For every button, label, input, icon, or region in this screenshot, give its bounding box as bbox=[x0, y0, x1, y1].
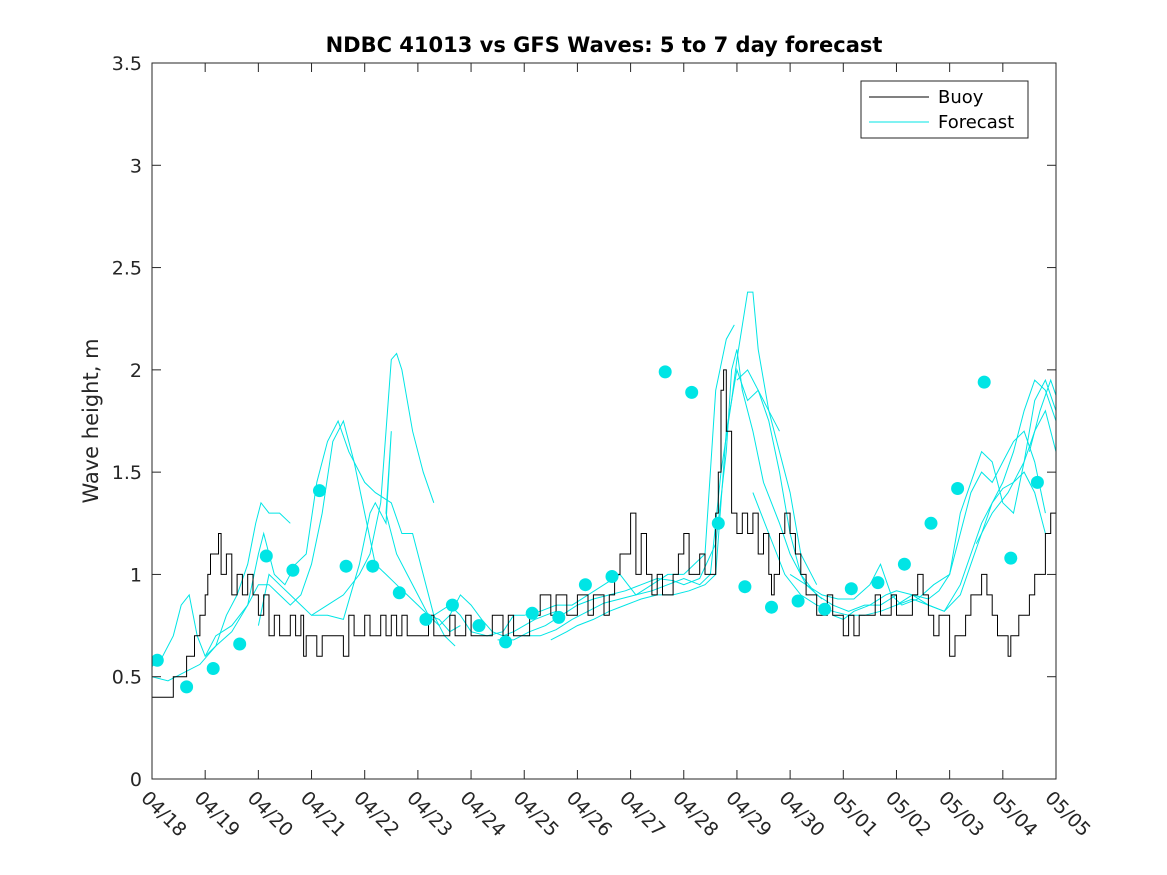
legend-label-buoy: Buoy bbox=[938, 87, 984, 108]
forecast-marker-3 bbox=[233, 637, 247, 651]
y-axis-label: Wave height, m bbox=[79, 338, 103, 503]
forecast-marker-31 bbox=[1004, 551, 1018, 565]
forecast-line-5 bbox=[433, 573, 684, 637]
forecast-line-13 bbox=[832, 378, 1056, 620]
y-tick-label-4: 2 bbox=[130, 360, 142, 382]
forecast-marker-23 bbox=[791, 594, 805, 608]
forecast-marker-32 bbox=[1030, 475, 1044, 489]
forecast-marker-12 bbox=[472, 619, 486, 633]
forecast-line-15 bbox=[975, 409, 1056, 544]
forecast-line-1 bbox=[152, 419, 456, 682]
forecast-marker-5 bbox=[286, 563, 300, 577]
y-tick-label-1: 0.5 bbox=[112, 667, 142, 689]
forecast-marker-18 bbox=[658, 365, 672, 379]
forecast-marker-16 bbox=[578, 578, 592, 592]
forecast-marker-1 bbox=[180, 680, 194, 694]
chart-title: NDBC 41013 vs GFS Waves: 5 to 7 day fore… bbox=[326, 33, 883, 57]
forecast-marker-26 bbox=[871, 576, 885, 590]
forecast-line-7 bbox=[524, 291, 818, 637]
forecast-line-2 bbox=[204, 419, 461, 657]
forecast-line-0 bbox=[152, 501, 291, 667]
forecast-marker-13 bbox=[499, 635, 513, 649]
forecast-marker-20 bbox=[711, 516, 725, 530]
forecast-marker-10 bbox=[419, 612, 433, 626]
forecast-marker-30 bbox=[977, 375, 991, 389]
forecast-marker-0 bbox=[152, 653, 164, 667]
plot-content bbox=[152, 291, 1056, 698]
buoy-series-line bbox=[152, 369, 1056, 698]
forecast-marker-6 bbox=[313, 484, 326, 498]
forecast-marker-2 bbox=[206, 662, 220, 675]
forecast-line-14 bbox=[896, 379, 1056, 612]
legend-label-forecast: Forecast bbox=[938, 112, 1014, 133]
y-tick-label-7: 3.5 bbox=[112, 53, 142, 75]
forecast-line-10 bbox=[736, 369, 780, 432]
y-tick-label-6: 3 bbox=[130, 155, 142, 177]
forecast-marker-14 bbox=[525, 606, 539, 620]
forecast-marker-28 bbox=[924, 516, 938, 530]
forecast-line-8 bbox=[550, 367, 897, 641]
forecast-marker-19 bbox=[685, 385, 699, 399]
forecast-marker-21 bbox=[738, 580, 752, 594]
forecast-marker-24 bbox=[818, 602, 832, 616]
forecast-line-3 bbox=[257, 352, 435, 626]
forecast-marker-7 bbox=[339, 559, 353, 573]
forecast-marker-22 bbox=[765, 600, 778, 614]
forecast-marker-11 bbox=[445, 598, 459, 612]
y-tick-label-3: 1.5 bbox=[112, 462, 142, 484]
y-axis: 0 0.5 1 1.5 2 2.5 3 3.5 bbox=[112, 53, 1056, 791]
forecast-line-9 bbox=[683, 324, 735, 575]
forecast-line-16 bbox=[1028, 378, 1056, 452]
forecast-marker-29 bbox=[951, 482, 965, 495]
y-tick-label-0: 0 bbox=[130, 769, 142, 791]
forecast-marker-25 bbox=[844, 582, 858, 596]
forecast-line-11 bbox=[752, 471, 1046, 616]
legend-box bbox=[860, 80, 1029, 139]
forecast-line-12 bbox=[789, 430, 1046, 606]
forecast-marker-27 bbox=[897, 557, 911, 571]
plot-area bbox=[151, 62, 1057, 780]
plot-frame bbox=[151, 62, 1057, 780]
forecast-marker-4 bbox=[259, 549, 273, 563]
forecast-marker-17 bbox=[605, 570, 619, 583]
forecast-marker-15 bbox=[552, 610, 566, 624]
forecast-marker-8 bbox=[366, 559, 380, 573]
y-tick-label-5: 2.5 bbox=[112, 258, 142, 280]
y-tick-label-2: 1 bbox=[130, 564, 142, 586]
legend: Buoy Forecast bbox=[860, 80, 1029, 139]
forecast-marker-9 bbox=[392, 586, 406, 600]
